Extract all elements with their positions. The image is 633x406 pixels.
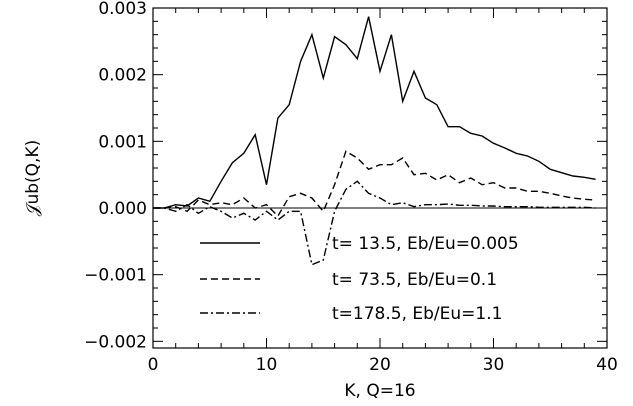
series-line-2 [153,150,596,218]
x-tick-label: 0 [148,355,159,375]
y-tick-label: 0.003 [98,0,147,19]
legend-label-1: t= 13.5, Eb/Eu=0.005 [332,234,519,254]
x-tick-label: 20 [369,355,391,375]
y-tick-label: 0.001 [98,132,147,152]
legend-label-2: t= 73.5, Eb/Eu=0.1 [332,270,497,290]
x-tick-label: 10 [256,355,278,375]
y-tick-label: −0.002 [84,332,147,352]
y-axis-label: 𝒥ub(Q,K) [23,140,43,217]
y-tick-label: −0.001 [84,266,147,286]
series-line-1 [153,16,596,209]
x-axis-label: K, Q=16 [344,381,415,401]
series-line-3 [153,180,596,266]
legend-label-3: t=178.5, Eb/Eu=1.1 [332,304,502,324]
x-tick-label: 30 [483,355,505,375]
y-tick-label: 0.000 [98,199,147,219]
y-tick-label: 0.002 [98,66,147,86]
x-tick-label: 40 [596,355,618,375]
